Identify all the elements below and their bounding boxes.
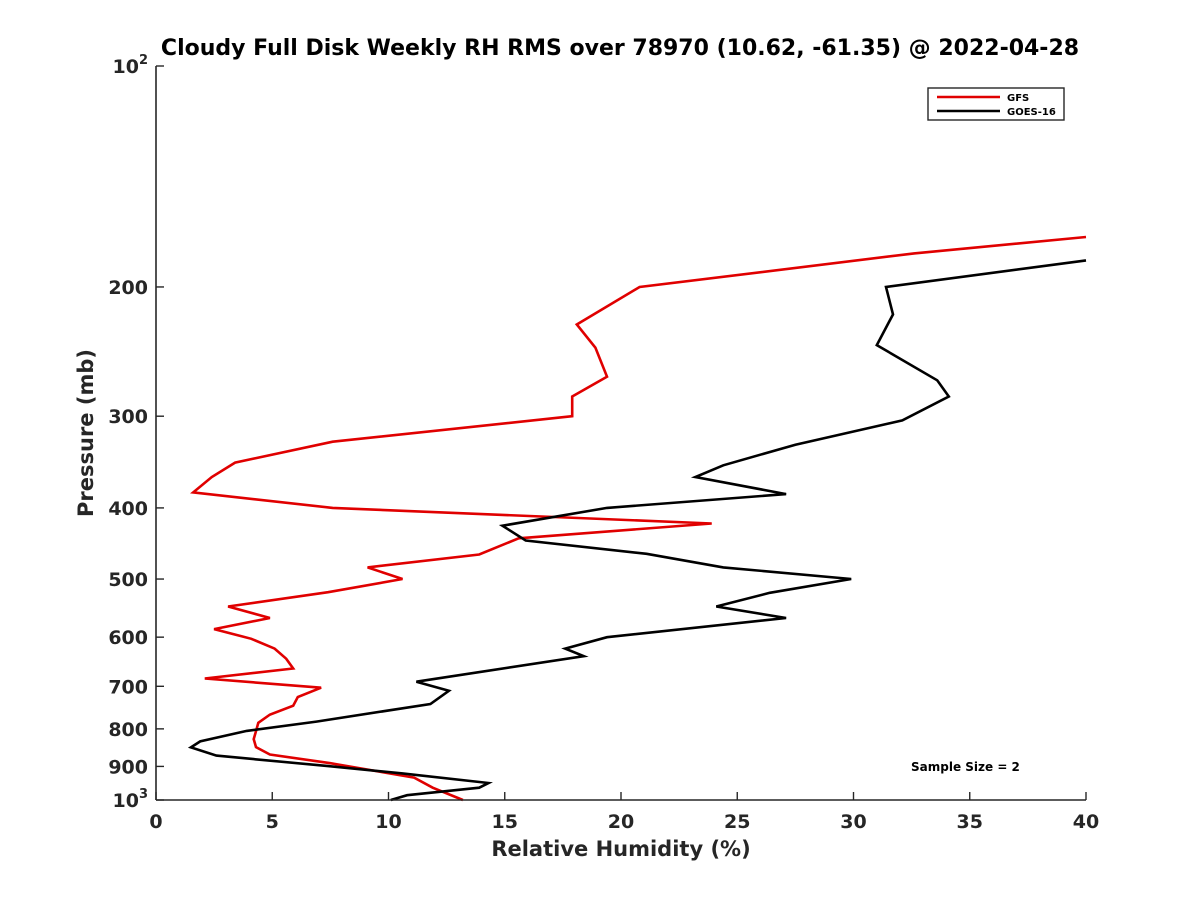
series-layer — [187, 235, 1087, 802]
y-ticks: 102 200 300 400 500 600 700 800 900 103 — [108, 53, 164, 812]
y-tick-label: 600 — [108, 627, 148, 649]
x-tick-label: 25 — [724, 811, 750, 833]
axes-layer — [155, 66, 1086, 801]
y-axis-label: Pressure (mb) — [74, 349, 98, 517]
series-line-goes16 — [187, 259, 1087, 802]
x-tick-label: 40 — [1073, 811, 1099, 833]
x-ticks: 0 5 10 15 20 25 30 35 40 — [149, 792, 1099, 833]
y-tick-label: 103 — [113, 787, 149, 812]
x-tick-label: 10 — [375, 811, 401, 833]
x-tick-label: 35 — [957, 811, 983, 833]
x-tick-label: 20 — [608, 811, 634, 833]
x-tick-label: 0 — [149, 811, 162, 833]
y-tick-label: 800 — [108, 719, 148, 741]
sample-size-annotation: Sample Size = 2 — [911, 760, 1020, 774]
chart-title: Cloudy Full Disk Weekly RH RMS over 7897… — [161, 36, 1079, 61]
series-line-gfs — [190, 235, 1087, 802]
x-tick-label: 5 — [266, 811, 279, 833]
legend-label-goes16: GOES-16 — [1007, 107, 1056, 118]
y-tick-label: 200 — [108, 277, 148, 299]
y-tick-label: 102 — [113, 53, 149, 78]
x-axis-label: Relative Humidity (%) — [491, 837, 750, 861]
y-tick-label: 700 — [108, 676, 148, 698]
y-tick-label: 500 — [108, 569, 148, 591]
y-tick-label: 300 — [108, 406, 148, 428]
legend-label-gfs: GFS — [1007, 93, 1029, 104]
y-tick-label: 900 — [108, 756, 148, 778]
legend-box — [927, 87, 1065, 121]
x-tick-label: 15 — [492, 811, 518, 833]
legend: GFS GOES-16 — [927, 87, 1065, 121]
x-tick-label: 30 — [840, 811, 866, 833]
y-tick-label: 400 — [108, 498, 148, 520]
